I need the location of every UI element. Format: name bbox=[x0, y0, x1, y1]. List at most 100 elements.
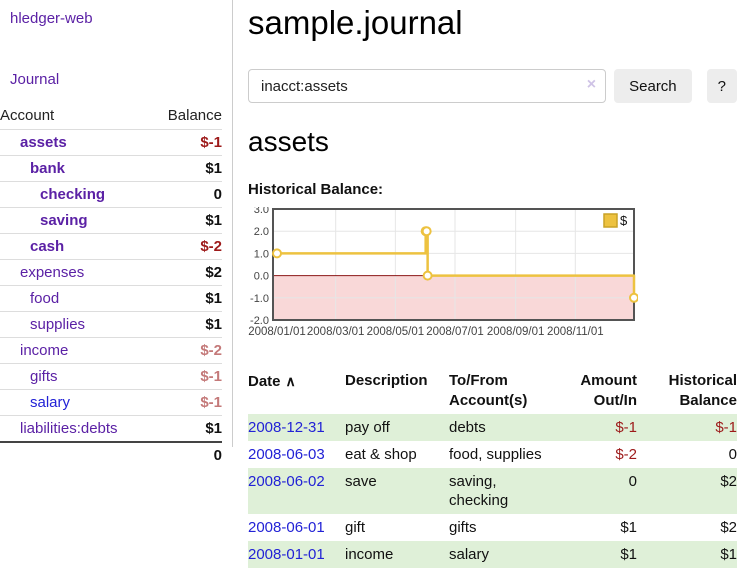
account-link[interactable]: income bbox=[20, 342, 69, 359]
register-table: Date ∧ Description To/From Account(s) Amou… bbox=[248, 368, 737, 568]
account-row: gifts $-1 bbox=[0, 363, 222, 390]
account-balance: $2 bbox=[205, 264, 222, 281]
transaction-accounts: salary bbox=[449, 541, 547, 568]
transaction-balance: $2 bbox=[637, 468, 737, 514]
accounts-total-spacer bbox=[0, 441, 152, 468]
account-link[interactable]: gifts bbox=[30, 368, 58, 385]
account-balance: $-2 bbox=[200, 238, 222, 255]
account-row: assets $-1 bbox=[0, 129, 222, 156]
transaction-balance: 0 bbox=[728, 446, 737, 463]
transaction-amount: $-1 bbox=[547, 414, 637, 441]
accounts-total-row: 0 bbox=[0, 441, 222, 468]
transaction-balance: $1 bbox=[637, 541, 737, 568]
account-link[interactable]: salary bbox=[30, 394, 71, 411]
transaction-description: income bbox=[345, 541, 449, 568]
transaction-date-link[interactable]: 2008-12-31 bbox=[248, 419, 325, 436]
search-button[interactable]: Search bbox=[614, 69, 692, 103]
svg-text:-1.0: -1.0 bbox=[250, 293, 269, 305]
accounts-table: Account Balance assets $-1 bank $1 check… bbox=[0, 102, 222, 468]
svg-text:2008/07/01: 2008/07/01 bbox=[426, 326, 484, 338]
register-header-amount: Amount Out/In bbox=[580, 372, 637, 409]
transaction-balance: $-1 bbox=[637, 414, 737, 441]
svg-text:0.0: 0.0 bbox=[254, 271, 269, 283]
page-title: sample.journal bbox=[248, 4, 463, 41]
account-balance: 0 bbox=[213, 186, 222, 203]
svg-text:2008/11/01: 2008/11/01 bbox=[547, 326, 604, 338]
account-row: cash $-2 bbox=[0, 233, 222, 260]
transaction-amount: $1 bbox=[547, 541, 637, 568]
account-link[interactable]: cash bbox=[30, 238, 65, 255]
transaction-amount: $-2 bbox=[615, 446, 637, 463]
register-header-row: Date ∧ Description To/From Account(s) Amou… bbox=[248, 368, 737, 414]
svg-text:2.0: 2.0 bbox=[254, 226, 269, 238]
transaction-date-link[interactable]: 2008-06-02 bbox=[248, 473, 325, 490]
transaction-row: 2008-06-01 gift gifts $1 $2 bbox=[248, 514, 737, 541]
search-box: × bbox=[248, 69, 607, 103]
app-title-link[interactable]: hledger-web bbox=[10, 10, 93, 27]
transaction-row: 2008-06-02 save saving, checking 0 $2 bbox=[248, 468, 737, 514]
account-link[interactable]: food bbox=[30, 290, 60, 307]
account-balance: $1 bbox=[205, 160, 222, 177]
account-row: liabilities:debts $1 bbox=[0, 415, 222, 443]
register-header-balance: Historical Balance bbox=[668, 372, 737, 409]
svg-text:2008/03/01: 2008/03/01 bbox=[307, 326, 365, 338]
accounts-header-balance: Balance bbox=[167, 107, 222, 124]
help-button[interactable]: ? bbox=[706, 69, 737, 103]
transaction-description: eat & shop bbox=[345, 446, 417, 463]
transaction-accounts: saving, checking bbox=[449, 468, 547, 514]
account-row: expenses $2 bbox=[0, 259, 222, 286]
transaction-amount: 0 bbox=[547, 468, 637, 514]
sort-ascending-icon: ∧ bbox=[285, 373, 296, 389]
transaction-amount: $1 bbox=[620, 519, 637, 536]
transaction-date-link[interactable]: 2008-01-01 bbox=[248, 546, 325, 563]
svg-text:2008/05/01: 2008/05/01 bbox=[367, 326, 425, 338]
account-balance: $1 bbox=[205, 290, 222, 307]
svg-text:-2.0: -2.0 bbox=[250, 315, 269, 327]
account-link[interactable]: liabilities:debts bbox=[20, 420, 118, 437]
sidebar-item-journal[interactable]: Journal bbox=[10, 71, 60, 88]
transaction-accounts: debts bbox=[449, 414, 547, 441]
account-balance: $-1 bbox=[200, 134, 222, 151]
account-balance: $-1 bbox=[200, 368, 222, 385]
transaction-description: pay off bbox=[345, 414, 449, 441]
transaction-description: gift bbox=[345, 519, 366, 536]
register-header-date[interactable]: Date ∧ bbox=[248, 373, 296, 390]
search-form: × Search ? bbox=[248, 69, 737, 103]
account-row: income $-2 bbox=[0, 337, 222, 364]
account-heading: assets bbox=[248, 126, 329, 157]
clear-search-icon[interactable]: × bbox=[586, 76, 597, 93]
account-link[interactable]: assets bbox=[20, 134, 67, 151]
account-link[interactable]: saving bbox=[40, 212, 88, 229]
svg-text:3.0: 3.0 bbox=[254, 207, 269, 216]
account-link[interactable]: supplies bbox=[30, 316, 86, 333]
account-row: salary $-1 bbox=[0, 389, 222, 416]
transaction-accounts: food, supplies bbox=[449, 446, 542, 463]
account-row: food $1 bbox=[0, 285, 222, 312]
chart-heading: Historical Balance: bbox=[248, 181, 384, 198]
account-link[interactable]: checking bbox=[40, 186, 106, 203]
account-balance: $-2 bbox=[200, 342, 222, 359]
account-link[interactable]: expenses bbox=[20, 264, 85, 281]
search-input[interactable] bbox=[248, 69, 607, 103]
transaction-row: 2008-12-31 pay off debts $-1 $-1 bbox=[248, 414, 737, 441]
svg-text:2008/01/01: 2008/01/01 bbox=[248, 326, 306, 338]
accounts-total-value: 0 bbox=[151, 441, 222, 468]
account-balance: $1 bbox=[205, 420, 222, 437]
transaction-row: 2008-06-03 eat & shop food, supplies $-2… bbox=[248, 441, 737, 468]
transaction-date-link[interactable]: 2008-06-01 bbox=[248, 519, 325, 536]
sidebar: hledger-web Journal Account Balance asse… bbox=[0, 0, 232, 468]
account-row: saving $1 bbox=[0, 207, 222, 234]
account-balance: $1 bbox=[205, 316, 222, 333]
accounts-header-account: Account bbox=[0, 107, 55, 124]
transaction-description: save bbox=[345, 468, 449, 514]
main-content: sample.journal × Search ? assets Histori… bbox=[248, 0, 737, 568]
account-row: supplies $1 bbox=[0, 311, 222, 338]
transaction-accounts: gifts bbox=[449, 519, 477, 536]
transaction-date-link[interactable]: 2008-06-03 bbox=[248, 446, 325, 463]
sidebar-divider bbox=[232, 0, 233, 447]
svg-text:$: $ bbox=[620, 213, 628, 228]
transaction-balance: $2 bbox=[720, 519, 737, 536]
account-link[interactable]: bank bbox=[30, 160, 66, 177]
account-row: bank $1 bbox=[0, 155, 222, 182]
